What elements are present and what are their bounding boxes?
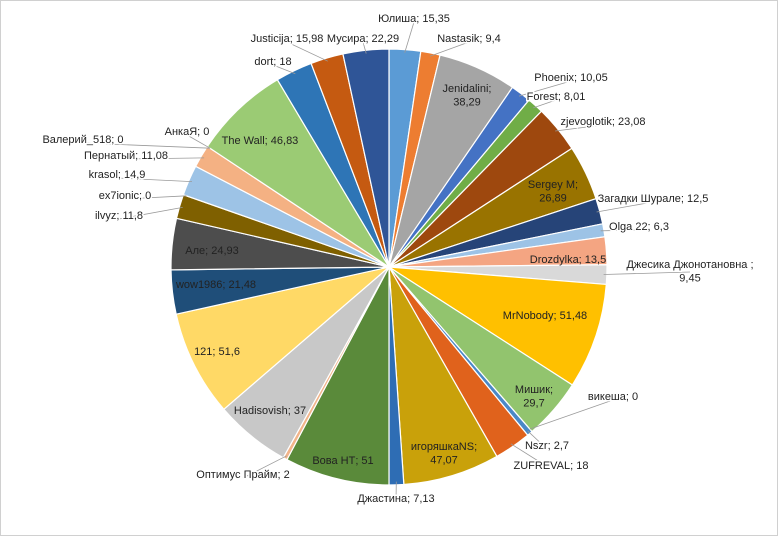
leader-line-dort [272,64,296,75]
data-label-121: 121; 51,6 [194,346,240,358]
data-label-джастина: Джастина; 7,13 [357,493,434,505]
data-label-оптимус-прайм: Оптимус Прайм; 2 [196,469,289,481]
data-label-zufreval: ZUFREVAL; 18 [514,460,589,472]
data-label-krasol: krasol; 14,9 [89,169,146,181]
leader-line-olga-22 [600,229,640,232]
leader-line-анкая [186,134,211,149]
data-label-вова-нт: Вова НТ; 51 [312,455,373,467]
data-label-jenidalini: Jenidalini; 38,29 [443,83,492,109]
leader-line-forest [533,99,557,109]
data-label-wow1986: wow1986; 21,48 [175,279,256,291]
data-label-анкая: АнкаЯ; 0 [165,126,210,138]
leader-line-zufreval [510,443,552,470]
data-label-игоряшкаns: игоряшкаNS; 47,07 [411,441,477,467]
leader-line-nszr [527,430,548,450]
leader-lines [82,21,691,503]
data-label-мусира: Мусира; 22,29 [327,33,399,45]
data-label-мишик: Мишик; 29,7 [515,384,553,410]
data-label-drozdylka: Drozdylka; 13,5 [530,254,606,266]
data-label-пернатый: Пернатый; 11,08 [84,150,168,162]
data-label-nszr: Nszr; 2,7 [525,440,569,452]
leader-line-оптимус-прайм [242,455,287,479]
leader-line-джесика-джонотановна [603,271,691,275]
data-label-justicija: Justicija; 15,98 [251,33,324,45]
data-label-dort: dort; 18 [254,56,291,68]
leader-line-викеша [529,399,614,430]
data-label-ilvyz: ilvyz; 11,8 [95,210,143,222]
data-label-викеша: викеша; 0 [588,391,638,403]
leader-line-ex7ionic [124,195,187,200]
leader-line-krasol [116,177,193,182]
data-label-phoenix: Phoenix; 10,05 [534,72,607,84]
leader-line-justicija [286,41,328,62]
data-label-forest: Forest; 8,01 [527,91,586,103]
data-label-ex7ionic: ex7ionic; 0 [99,190,152,202]
data-label-the-wall: The Wall; 46,83 [222,135,299,147]
data-label-olga-22: Olga 22; 6,3 [609,221,669,233]
data-labels: Юлиша; 15,35 Nastasik; 9,4 Jenidalini; 38,2… [41,11,755,506]
data-label-mrnobody: MrNobody; 51,48 [503,310,587,322]
pie-slice-мусира [342,48,390,268]
leader-line-nastasik [429,41,470,57]
data-label-валерий-518: Валерий_518; 0 [42,134,123,146]
leader-line-валерий-518 [82,142,211,149]
leader-line-загадки-шурале [596,201,654,213]
leader-line-юлиша [404,21,415,53]
leader-line-пернатый [125,157,205,160]
leader-line-zjevoglotik [555,124,604,132]
data-label-але: Але; 24,93 [185,245,239,257]
data-label-sergey-m: Sergey M; 26,89 [528,179,578,205]
leader-line-phoenix [518,80,572,97]
data-label-zjevoglotik: zjevoglotik; 23,08 [561,116,646,128]
data-label-юлиша: Юлиша; 15,35 [378,13,450,25]
leader-line-ilvyz [118,207,183,220]
pie-slices [170,48,608,486]
data-label-загадки-шурале: Загадки Шурале; 12,5 [598,193,709,205]
leader-line-мусира [362,41,367,54]
pie-slice-mrnobody [388,266,607,386]
pie-slice-вова-нт [286,266,390,486]
data-label-hadisovish: Hadisovish; 37 [234,405,306,417]
data-label-nastasik: Nastasik; 9,4 [437,33,501,45]
data-label-джесика-джонотановна: Джесика Джонотановна ; 9,45 [626,259,753,285]
